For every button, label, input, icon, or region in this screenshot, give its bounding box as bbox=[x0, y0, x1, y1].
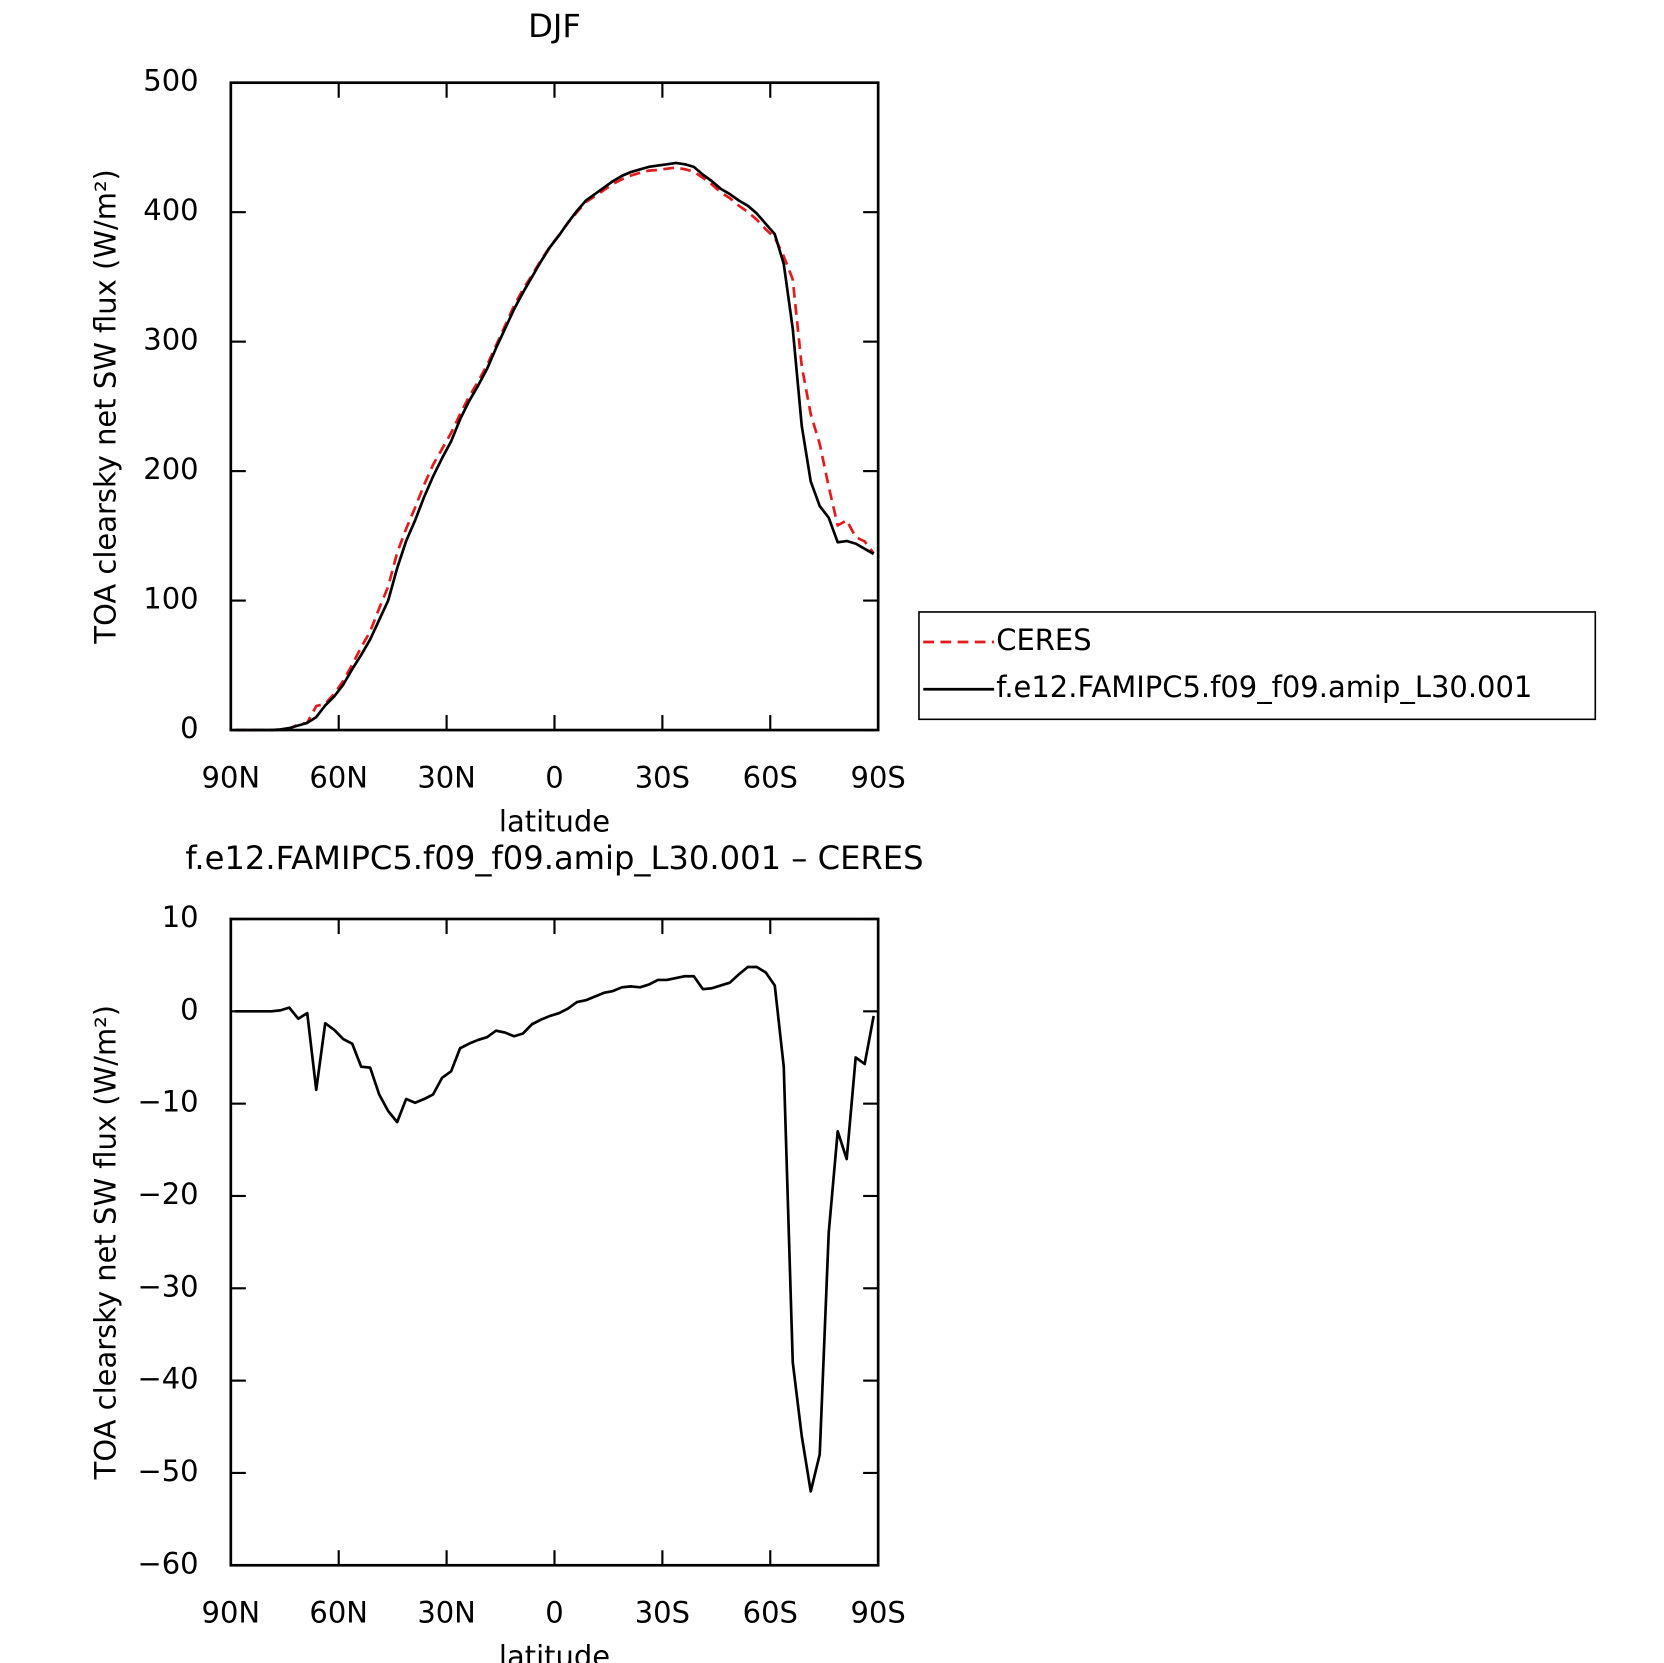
x-axis-label: latitude bbox=[499, 804, 610, 838]
y-tick-label: −50 bbox=[137, 1454, 198, 1488]
y-tick-label: 500 bbox=[143, 64, 198, 98]
legend-label: CERES bbox=[996, 623, 1091, 657]
x-tick-label: 90N bbox=[202, 760, 261, 794]
plot-frame bbox=[229, 81, 880, 732]
x-tick-label: 0 bbox=[545, 1596, 563, 1630]
x-tick-label: 90S bbox=[851, 760, 906, 794]
x-tick-label: 30S bbox=[635, 1596, 690, 1630]
x-tick-label: 60N bbox=[309, 760, 368, 794]
y-tick-label: 300 bbox=[143, 323, 198, 357]
x-tick-label: 30N bbox=[417, 760, 476, 794]
x-tick-label: 30S bbox=[635, 760, 690, 794]
line-series bbox=[235, 166, 875, 732]
line-series bbox=[235, 965, 875, 1493]
x-tick-label: 60N bbox=[309, 1596, 368, 1630]
y-tick-label: 400 bbox=[143, 193, 198, 227]
x-tick-label: 60S bbox=[743, 760, 798, 794]
plot-frame bbox=[229, 917, 880, 1567]
x-tick-label: 30N bbox=[417, 1596, 476, 1630]
chart-title: f.e12.FAMIPC5.f09_f09.amip_L30.001 – CER… bbox=[185, 839, 923, 877]
legend-label: f.e12.FAMIPC5.f09_f09.amip_L30.001 bbox=[996, 670, 1532, 704]
y-axis-label: TOA clearsky net SW flux (W/m²) bbox=[88, 169, 122, 644]
y-tick-label: 100 bbox=[143, 582, 198, 616]
y-tick-label: 0 bbox=[180, 992, 198, 1026]
chart-title: DJF bbox=[528, 7, 581, 45]
x-tick-label: 0 bbox=[545, 760, 563, 794]
y-tick-label: 200 bbox=[143, 452, 198, 486]
y-tick-label: 10 bbox=[162, 900, 199, 934]
line-series bbox=[235, 161, 875, 732]
x-tick-label: 90N bbox=[202, 1596, 261, 1630]
legend-box bbox=[918, 611, 1597, 721]
x-axis-label: latitude bbox=[499, 1640, 610, 1663]
x-tick-label: 60S bbox=[743, 1596, 798, 1630]
y-tick-label: 0 bbox=[180, 711, 198, 745]
y-tick-label: −40 bbox=[137, 1362, 198, 1396]
y-tick-label: −20 bbox=[137, 1177, 198, 1211]
x-tick-label: 90S bbox=[851, 1596, 906, 1630]
y-tick-label: −10 bbox=[137, 1085, 198, 1119]
y-tick-label: −60 bbox=[137, 1546, 198, 1580]
y-axis-label: TOA clearsky net SW flux (W/m²) bbox=[88, 1005, 122, 1480]
y-tick-label: −30 bbox=[137, 1269, 198, 1303]
